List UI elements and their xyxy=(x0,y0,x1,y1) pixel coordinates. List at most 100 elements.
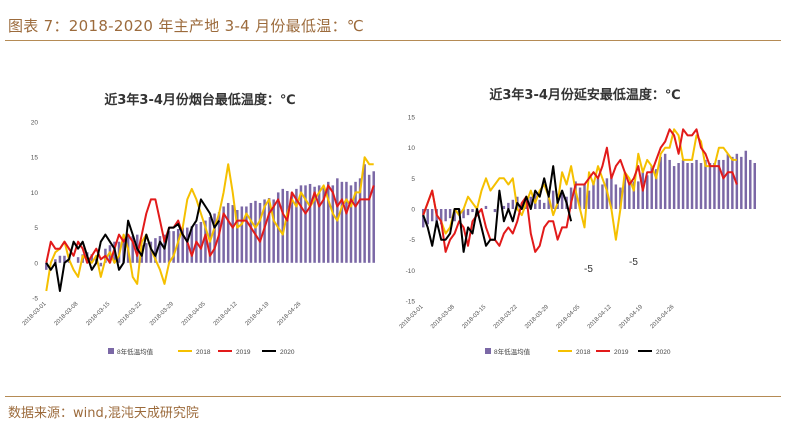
avg-bar xyxy=(145,243,148,263)
avg-bar xyxy=(672,166,676,209)
avg-bar xyxy=(722,159,725,209)
avg-bar xyxy=(326,181,330,263)
avg-bar xyxy=(240,206,244,263)
avg-bar xyxy=(444,209,447,222)
avg-bar xyxy=(430,209,434,222)
avg-bar xyxy=(331,185,335,263)
series-line-2018 xyxy=(45,156,374,292)
footer-rule xyxy=(5,396,781,397)
avg-bar xyxy=(735,153,739,209)
chart-yanan: 近3年3-4月份延安最低温度：℃ -15 -10 -5 0 5 10 15 2018-03-01… xyxy=(399,87,756,356)
avg-bar xyxy=(90,254,94,263)
legend-label: 2018 xyxy=(576,349,591,356)
avg-bar xyxy=(502,205,506,209)
legend-label: 8年低温均值 xyxy=(494,347,531,356)
avg-bar xyxy=(749,159,752,209)
avg-bar xyxy=(154,238,157,263)
legend-label: 2019 xyxy=(236,349,251,356)
avg-bar xyxy=(176,229,180,263)
x-tick-label: 2018-03-01 xyxy=(399,304,425,330)
avg-bar xyxy=(295,188,298,263)
avg-bar xyxy=(507,202,510,209)
source-note: 数据来源：wind,混沌天成研究院 xyxy=(8,406,199,421)
avg-bar xyxy=(668,159,671,209)
annotation-label: -5 xyxy=(629,257,638,268)
avg-bar xyxy=(63,255,66,263)
avg-bar xyxy=(542,202,546,209)
avg-bar xyxy=(744,150,748,209)
avg-bar xyxy=(614,184,618,209)
y-tick-label: 0 xyxy=(411,207,415,214)
y-tick-label: -5 xyxy=(32,296,38,303)
avg-bar xyxy=(726,153,730,209)
avg-bar xyxy=(186,227,189,263)
avg-bar xyxy=(511,199,515,209)
avg-bar xyxy=(172,231,175,263)
avg-bar xyxy=(740,156,743,209)
avg-bar xyxy=(131,236,134,263)
avg-bar xyxy=(222,206,225,263)
avg-bar xyxy=(695,159,698,209)
x-tick-label: 2018-04-19 xyxy=(618,304,644,330)
legend-label: 2020 xyxy=(280,349,295,356)
avg-bar xyxy=(422,209,425,228)
avg-bar xyxy=(231,205,234,263)
avg-bar xyxy=(190,226,194,263)
avg-bar xyxy=(354,181,357,263)
avg-bar xyxy=(299,185,303,263)
avg-bar xyxy=(263,199,266,263)
avg-bar xyxy=(587,190,591,209)
x-tick-label: 2018-03-15 xyxy=(461,304,487,330)
avg-bar xyxy=(484,205,488,209)
series-line-2019 xyxy=(45,184,375,264)
y-tick-label: 10 xyxy=(408,145,416,152)
avg-bar xyxy=(753,163,756,209)
avg-bar xyxy=(254,200,257,263)
avg-bar xyxy=(272,199,275,263)
avg-bar xyxy=(663,153,667,209)
avg-bar xyxy=(367,174,371,263)
avg-bar xyxy=(610,175,613,209)
avg-bar xyxy=(199,221,203,263)
y-tick-label: -10 xyxy=(406,268,416,275)
x-tick-label: 2018-03-08 xyxy=(430,304,456,330)
avg-bar xyxy=(560,190,564,209)
avg-bar xyxy=(628,184,631,209)
avg-bar xyxy=(349,185,353,263)
avg-bar xyxy=(372,171,375,263)
y-tick-label: 5 xyxy=(34,225,38,232)
x-tick-label: 2018-04-05 xyxy=(556,304,582,330)
avg-bar xyxy=(258,202,262,263)
avg-bar xyxy=(632,181,636,209)
avg-bar xyxy=(290,192,294,263)
y-tick-label: -5 xyxy=(409,237,415,244)
avg-bar xyxy=(213,213,216,263)
avg-bar xyxy=(569,187,573,209)
avg-bar xyxy=(462,209,465,219)
avg-bar xyxy=(358,178,362,263)
avg-bar xyxy=(448,209,452,219)
avg-bar xyxy=(538,199,541,209)
avg-bar xyxy=(204,220,207,263)
avg-bar xyxy=(601,184,604,209)
avg-bar xyxy=(267,198,271,263)
avg-bar xyxy=(592,181,595,209)
avg-bar xyxy=(529,196,532,209)
avg-bar xyxy=(236,210,239,263)
avg-bar xyxy=(58,255,62,263)
avg-bar xyxy=(637,181,640,209)
x-tick-label: 2018-03-22 xyxy=(493,304,519,330)
avg-bar xyxy=(681,159,685,209)
avg-bar xyxy=(708,163,712,209)
avg-bar xyxy=(551,190,555,209)
header-rule xyxy=(5,40,781,41)
avg-bar xyxy=(699,163,703,209)
avg-bar xyxy=(286,190,289,263)
avg-bar xyxy=(690,163,694,209)
avg-bar xyxy=(149,241,153,263)
series-line-2020 xyxy=(422,165,573,253)
y-tick-label: 15 xyxy=(408,115,416,122)
avg-bar xyxy=(547,196,550,209)
chart-title: 近3年3-4月份烟台最低温度：℃ xyxy=(104,92,295,108)
y-tick-label: 5 xyxy=(411,176,415,183)
